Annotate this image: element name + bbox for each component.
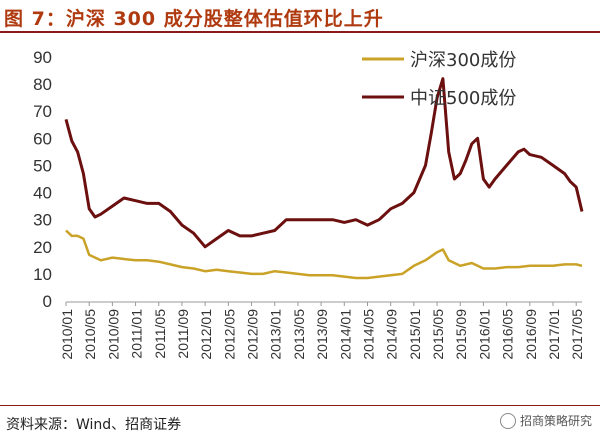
x-tick-label: 2017/01 xyxy=(546,309,562,360)
legend-label: 中证500成份 xyxy=(410,88,516,109)
x-tick-label: 2013/05 xyxy=(291,309,307,360)
x-tick-label: 2010/01 xyxy=(59,309,75,360)
series-layer xyxy=(64,77,584,280)
x-tick-label: 2012/05 xyxy=(221,309,237,360)
y-tick-label: 90 xyxy=(33,48,52,67)
y-tick-label: 40 xyxy=(33,184,52,203)
legend-label: 沪深300成份 xyxy=(410,50,516,71)
x-tick-label: 2014/05 xyxy=(360,309,376,360)
x-tick-label: 2015/01 xyxy=(407,309,423,360)
y-tick-label: 10 xyxy=(33,265,52,284)
x-tick-label: 2010/09 xyxy=(105,309,121,360)
y-tick-label: 30 xyxy=(33,211,52,230)
x-tick-label: 2010/05 xyxy=(82,309,98,360)
x-tick-label: 2012/01 xyxy=(198,309,214,360)
watermark: 招商策略研究 xyxy=(499,412,592,429)
x-tick-label: 2012/09 xyxy=(245,309,261,360)
title-divider xyxy=(0,31,600,33)
y-tick-label: 20 xyxy=(33,238,52,257)
x-tick-label: 2011/09 xyxy=(175,309,191,359)
x-tick-label: 2011/05 xyxy=(152,309,168,359)
x-tick-label: 2011/01 xyxy=(129,309,145,359)
watermark-label: 招商策略研究 xyxy=(519,414,592,428)
x-tick-label: 2014/09 xyxy=(384,309,400,360)
x-tick-label: 2016/01 xyxy=(476,309,492,360)
footer-divider xyxy=(0,405,600,406)
x-tick-label: 2015/09 xyxy=(453,309,469,360)
source-note: 资料来源：Wind、招商证券 xyxy=(6,417,182,433)
y-axis: 0 10 20 30 40 50 60 70 80 90 xyxy=(33,48,52,311)
series-line-csi500 xyxy=(64,77,584,249)
x-tick-label: 2015/05 xyxy=(430,309,446,360)
y-tick-label: 0 xyxy=(43,292,52,311)
x-axis: 2010/01 2010/05 2010/09 2011/01 2011/05 2011/… xyxy=(59,301,585,360)
x-tick-label: 2016/05 xyxy=(500,309,516,360)
series-line-csi300 xyxy=(65,229,583,280)
x-tick-label: 2013/09 xyxy=(314,309,330,360)
figure-title-bar: 图 7：沪深 300 成分股整体估值环比上升 xyxy=(0,0,600,30)
figure-title: 图 7：沪深 300 成分股整体估值环比上升 xyxy=(4,8,384,30)
wechat-icon xyxy=(499,412,516,429)
y-tick-label: 60 xyxy=(33,129,52,148)
x-tick-label: 2016/09 xyxy=(523,309,539,360)
y-tick-label: 50 xyxy=(33,156,52,175)
y-tick-label: 80 xyxy=(33,75,52,94)
y-tick-label: 70 xyxy=(33,102,52,121)
x-tick-label: 2017/05 xyxy=(569,309,585,360)
x-tick-label: 2014/01 xyxy=(337,309,353,360)
x-tick-label: 2013/01 xyxy=(268,309,284,360)
